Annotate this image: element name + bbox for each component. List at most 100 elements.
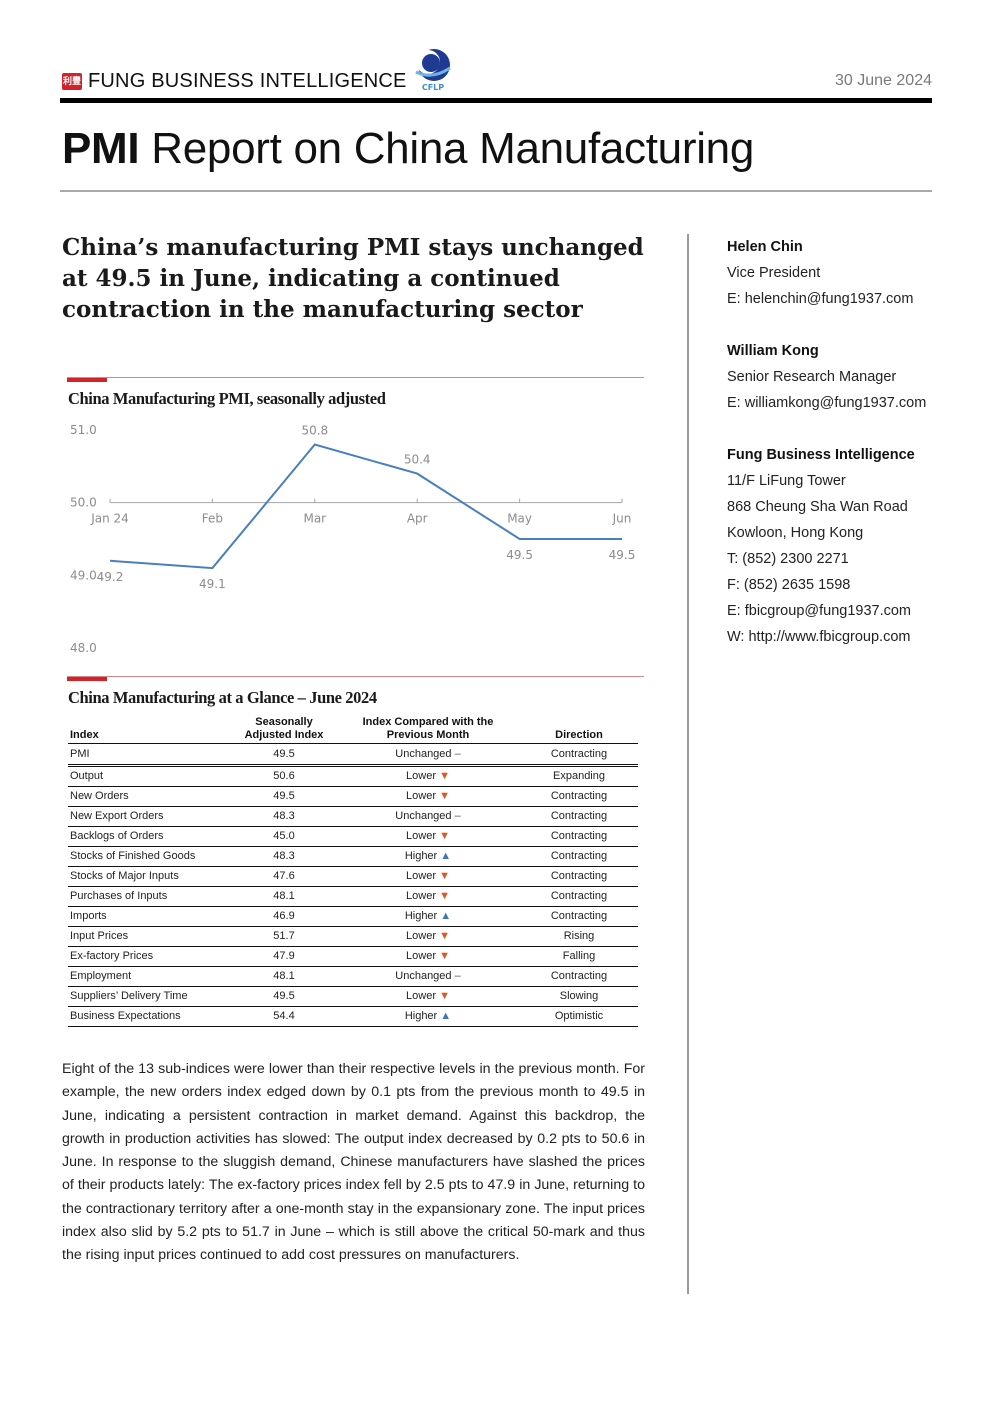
header-seasonally-adjusted: Seasonally Adjusted Index [232, 716, 336, 744]
contact-line: 11/F LiFung Tower [727, 473, 846, 489]
headline: China’s manufacturing PMI stays unchange… [62, 234, 644, 323]
cell-value: 50.6 [232, 765, 336, 787]
y-tick-label: 51.0 [70, 423, 97, 437]
compare-text: Lower [406, 830, 436, 842]
table-row: New Export Orders 48.3 Unchanged – Contract… [68, 806, 638, 827]
cell-value: 47.9 [232, 946, 336, 967]
table-row: Suppliers’ Delivery Time 49.5 Lower ▼ Slowi… [68, 986, 638, 1007]
cell-direction: Contracting [520, 966, 638, 987]
contact-block: Fung Business Intelligence 11/F LiFung To… [727, 442, 967, 650]
cell-index: Stocks of Finished Goods [68, 846, 232, 867]
direction-arrow-icon: – [454, 970, 461, 982]
contact-line: T: (852) 2300 2271 [727, 551, 849, 567]
direction-arrow-icon: ▼ [439, 830, 450, 842]
contact-name: William Kong [727, 343, 819, 359]
cell-value: 48.1 [232, 966, 336, 987]
cell-value: 49.5 [232, 986, 336, 1007]
cell-index: Business Expectations [68, 1006, 232, 1027]
x-tick-label: Jan 24 [90, 512, 129, 526]
direction-arrow-icon: – [454, 810, 461, 822]
cell-index: Suppliers’ Delivery Time [68, 986, 232, 1007]
cell-compare: Lower ▼ [336, 946, 520, 967]
cell-value: 46.9 [232, 906, 336, 927]
x-tick-label: Mar [303, 512, 326, 526]
contact-line: E: fbicgroup@fung1937.com [727, 603, 911, 619]
cell-value: 54.4 [232, 1006, 336, 1027]
cell-compare: Unchanged – [336, 743, 520, 767]
compare-text: Lower [406, 890, 436, 902]
contact-line: Senior Research Manager [727, 369, 897, 385]
pmi-series-line [109, 443, 622, 570]
cell-compare: Lower ▼ [336, 866, 520, 887]
cell-direction: Expanding [520, 765, 638, 787]
compare-text: Lower [406, 950, 436, 962]
table-row: Stocks of Finished Goods 48.3 Higher ▲ Cont… [68, 846, 638, 867]
direction-arrow-icon: ▼ [439, 990, 450, 1002]
compare-text: Lower [406, 870, 436, 882]
cell-direction: Falling [520, 946, 638, 967]
cflp-logo-icon: CFLP [415, 49, 451, 92]
cell-compare: Unchanged – [336, 966, 520, 987]
data-label: 49.2 [97, 570, 124, 584]
contact-block: Helen Chin Vice President E: helenchin@fun… [727, 234, 967, 312]
contact-line: Kowloon, Hong Kong [727, 525, 864, 541]
table-title: China Manufacturing at a Glance – June 2… [68, 688, 377, 707]
x-tick-label: May [507, 512, 532, 526]
table-row: Business Expectations 54.4 Higher ▲ Optimis… [68, 1006, 638, 1027]
y-tick-label: 48.0 [70, 641, 97, 655]
cell-value: 51.7 [232, 926, 336, 947]
direction-arrow-icon: ▲ [440, 850, 452, 862]
compare-text: Higher [404, 850, 438, 862]
contact-sidebar: Helen Chin Vice President E: helenchin@fun… [727, 234, 967, 676]
compare-text: Lower [406, 990, 436, 1002]
cell-direction: Contracting [520, 786, 638, 807]
contact-line: 868 Cheung Sha Wan Road [727, 499, 908, 515]
header-sa-line1: Seasonally [255, 716, 313, 728]
page-title-bold: PMI [62, 124, 140, 173]
table-row: Output 50.6 Lower ▼ Expanding [68, 765, 638, 787]
compare-text: Higher [404, 1010, 438, 1022]
table-row: Backlogs of Orders 45.0 Lower ▼ Contracting [68, 826, 638, 847]
data-label: 50.4 [404, 453, 431, 467]
chart-section-rule [67, 377, 644, 378]
direction-arrow-icon: ▲ [440, 910, 452, 922]
cell-value: 45.0 [232, 826, 336, 847]
cell-compare: Lower ▼ [336, 986, 520, 1007]
direction-arrow-icon: ▼ [439, 770, 450, 782]
cflp-logo-text: CFLP [422, 83, 444, 92]
cell-direction: Contracting [520, 886, 638, 907]
cell-index: Imports [68, 906, 232, 927]
table-row: Stocks of Major Inputs 47.6 Lower ▼ Contrac… [68, 866, 638, 887]
y-tick-label: 49.0 [70, 568, 97, 582]
cell-index: New Orders [68, 786, 232, 807]
direction-arrow-icon: ▼ [439, 950, 450, 962]
cell-direction: Rising [520, 926, 638, 947]
table-section-accent [67, 676, 107, 681]
compare-text: Lower [406, 770, 436, 782]
cell-index: Output [68, 765, 232, 787]
direction-arrow-icon: ▼ [439, 930, 450, 942]
header-cmp-line2: Previous Month [386, 729, 470, 741]
data-label: 49.1 [199, 577, 226, 591]
contact-line: W: http://www.fbicgroup.com [727, 629, 911, 645]
data-label: 49.5 [506, 548, 533, 562]
cell-direction: Slowing [520, 986, 638, 1007]
cell-index: Employment [68, 966, 232, 987]
cell-value: 48.3 [232, 806, 336, 827]
table-section-rule [67, 676, 644, 677]
cell-compare: Lower ▼ [336, 926, 520, 947]
x-tick-label: Feb [202, 512, 223, 526]
data-label: 49.5 [609, 548, 636, 562]
brand-name: FUNG BUSINESS INTELLIGENCE [88, 70, 407, 92]
header-cmp-line1: Index Compared with the [362, 716, 494, 728]
brand: 利豐 FUNG BUSINESS INTELLIGENCE [62, 70, 407, 93]
table-row: Imports 46.9 Higher ▲ Contracting [68, 906, 638, 927]
cell-compare: Lower ▼ [336, 826, 520, 847]
table-row: Ex-factory Prices 47.9 Lower ▼ Falling [68, 946, 638, 967]
chart-section-accent [67, 377, 107, 382]
cell-value: 49.5 [232, 786, 336, 807]
header-sa-line2: Adjusted Index [244, 729, 324, 741]
column-separator [687, 234, 689, 1294]
cell-index: Ex-factory Prices [68, 946, 232, 967]
table-row: PMI 49.5 Unchanged – Contracting [68, 743, 638, 767]
